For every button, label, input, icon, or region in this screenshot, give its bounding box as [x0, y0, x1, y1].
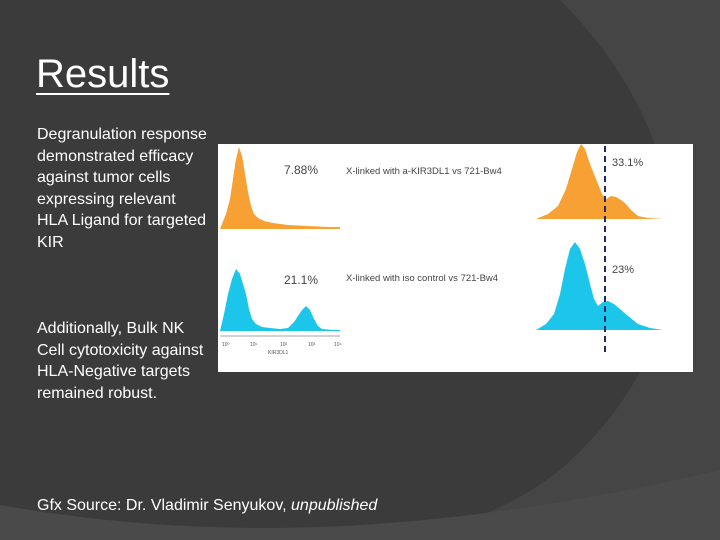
graphic-source: Gfx Source: Dr. Vladimir Senyukov, unpub…: [37, 497, 377, 515]
histogram-bottom-left: [220, 269, 340, 331]
results-paragraph-1: Degranulation response demonstrated effi…: [37, 126, 207, 251]
tick-label-3: 10³: [308, 342, 316, 348]
tick-label-2: 10²: [280, 342, 288, 348]
source-prefix: Gfx Source: Dr. Vladimir Senyukov,: [37, 497, 292, 514]
bottom-left-percent: 21.1%: [284, 273, 318, 287]
flow-cytometry-figure: 10⁰ 10¹ 10² 10³ 10⁴ KIR3DL1 7.88% X-link…: [218, 144, 693, 372]
histogram-top-left: [220, 147, 340, 229]
histogram-top-right: [536, 144, 668, 219]
results-paragraph-2: Additionally, Bulk NK Cell cytotoxicity …: [37, 320, 204, 402]
tick-label-0: 10⁰: [222, 342, 230, 348]
bottom-row-label: X-linked with iso control vs 721-Bw4: [346, 273, 498, 284]
tick-label-4: 10⁴: [334, 342, 342, 348]
bottom-right-percent: 23%: [612, 264, 634, 276]
slide-title: Results: [36, 52, 170, 96]
histogram-bottom-right: [536, 242, 668, 330]
top-left-percent: 7.88%: [284, 163, 318, 177]
histogram-graphic: 10⁰ 10¹ 10² 10³ 10⁴ KIR3DL1 7.88% X-link…: [220, 144, 668, 356]
tick-label-1: 10¹: [250, 342, 258, 348]
top-row-label: X-linked with a-KIR3DL1 vs 721-Bw4: [346, 166, 502, 177]
top-right-percent: 33.1%: [612, 157, 643, 169]
source-unpublished: unpublished: [291, 497, 378, 514]
x-axis-label: KIR3DL1: [268, 350, 289, 356]
